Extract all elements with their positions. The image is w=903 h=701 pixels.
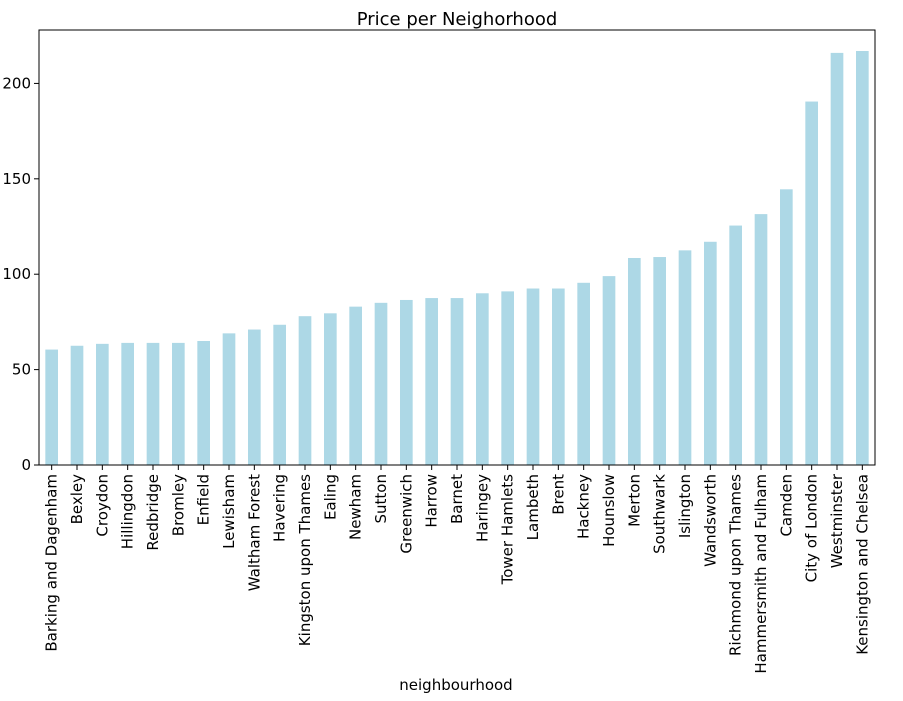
bar xyxy=(172,342,185,465)
x-tick-label: Lambeth xyxy=(524,474,542,540)
x-tick-label: Brent xyxy=(549,474,567,515)
x-tick-label: Southwark xyxy=(651,474,669,554)
y-tick-label: 150 xyxy=(2,170,31,188)
bar xyxy=(96,343,109,465)
bar xyxy=(729,225,742,465)
x-tick-label: Redbridge xyxy=(144,474,162,551)
x-tick-label: Harrow xyxy=(423,474,441,528)
bar xyxy=(324,313,337,465)
x-tick-label: Waltham Forest xyxy=(245,474,263,591)
bar xyxy=(222,333,236,465)
bar xyxy=(805,101,818,466)
x-tick-label: Hackney xyxy=(575,474,593,539)
x-tick-label: Ealing xyxy=(321,474,339,520)
x-tick-label: Havering xyxy=(271,474,289,542)
x-tick-label: Islington xyxy=(676,474,694,538)
chart-title: Price per Neighorhood xyxy=(357,9,558,30)
bar xyxy=(197,340,210,465)
x-tick-label: Hammersmith and Fulham xyxy=(752,474,770,674)
bar xyxy=(146,342,160,465)
bar xyxy=(425,298,438,465)
x-tick-label: City of London xyxy=(803,474,821,582)
bar xyxy=(374,302,388,465)
x-tick-label: Bexley xyxy=(68,474,86,525)
bar xyxy=(754,214,768,465)
bar xyxy=(450,298,464,465)
x-tick-label: Enfield xyxy=(195,474,213,525)
x-tick-label: Barnet xyxy=(448,474,466,524)
x-tick-label: Sutton xyxy=(372,474,390,523)
bar xyxy=(349,306,362,465)
x-tick-label: Kingston upon Thames xyxy=(296,474,314,646)
bar xyxy=(678,250,692,465)
x-axis-label: neighbourhood xyxy=(399,676,512,694)
bar xyxy=(830,52,844,465)
x-tick-label: Bromley xyxy=(169,474,187,536)
x-tick-label: Lewisham xyxy=(220,474,238,549)
x-tick-label: Kensington and Chelsea xyxy=(853,474,871,655)
x-tick-label: Camden xyxy=(777,474,795,537)
x-tick-label: Tower Hamlets xyxy=(499,474,517,586)
y-tick-label: 200 xyxy=(2,74,31,92)
y-tick-label: 100 xyxy=(2,265,31,283)
bar xyxy=(704,241,717,465)
x-tick-label: Newham xyxy=(347,474,365,540)
x-tick-label: Haringey xyxy=(473,474,491,542)
x-tick-label: Hounslow xyxy=(600,474,618,547)
x-tick-label: Croydon xyxy=(93,474,111,537)
bar xyxy=(602,276,616,465)
bar xyxy=(273,324,286,465)
plot-frame xyxy=(38,29,876,466)
bar xyxy=(70,345,84,465)
bar xyxy=(501,291,514,465)
y-axis-ticks: 0 50 100 150 200 xyxy=(2,74,39,474)
bar xyxy=(121,342,134,465)
x-tick-label: Merton xyxy=(625,474,643,527)
x-axis-ticks: Barking and Dagenham Bexley Croydon Hilling… xyxy=(43,465,871,674)
bar xyxy=(577,282,590,465)
y-tick-label: 0 xyxy=(21,456,31,474)
bar xyxy=(400,299,413,465)
y-tick-label: 50 xyxy=(12,361,31,379)
x-tick-label: Richmond upon Thames xyxy=(727,474,745,656)
x-tick-label: Wandsworth xyxy=(701,474,719,567)
bar xyxy=(780,189,793,465)
x-tick-label: Hillingdon xyxy=(119,474,137,549)
x-tick-label: Greenwich xyxy=(397,474,415,554)
bar xyxy=(552,288,565,465)
x-tick-label: Westminster xyxy=(828,473,846,568)
bar xyxy=(526,288,540,465)
x-tick-label: Barking and Dagenham xyxy=(43,474,61,652)
bar xyxy=(856,50,869,466)
bar xyxy=(248,329,261,465)
bar xyxy=(628,257,641,465)
bars-group xyxy=(45,50,869,466)
bar xyxy=(298,316,312,465)
bar xyxy=(653,257,666,465)
bar xyxy=(45,349,58,465)
bar xyxy=(476,293,489,465)
